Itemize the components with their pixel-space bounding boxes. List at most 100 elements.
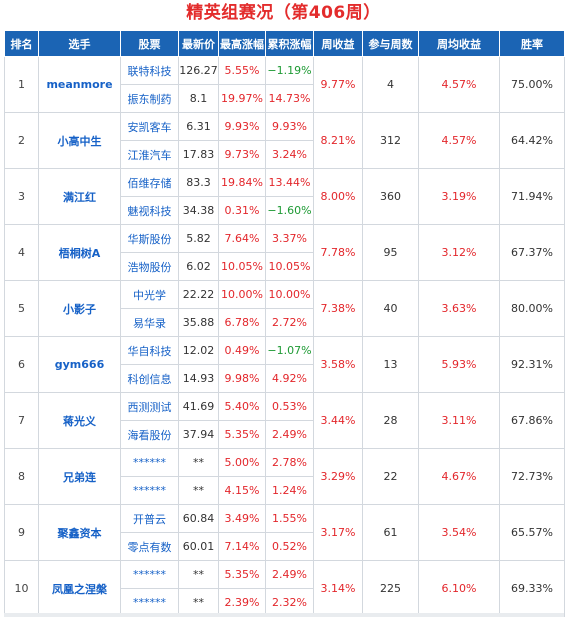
stock-link[interactable]: 联特科技 [120, 56, 179, 85]
header-avg-weekly-return: 周均收益 [418, 30, 500, 57]
table-row: 魅视科技 34.38 0.31% −1.60% [5, 196, 565, 225]
cumulative-gain-cell: 0.52% [265, 532, 314, 561]
player-link[interactable]: 凤凰之涅槃 [38, 560, 121, 617]
cumulative-gain-cell: −1.07% [265, 336, 314, 365]
table-header-row: 排名 选手 股票 最新价 最高涨幅 累积涨幅 周收益 参与周数 周均收益 胜率 [4, 30, 565, 57]
cumulative-gain-cell: 3.24% [265, 140, 314, 169]
rank-cell: 10 [4, 560, 39, 617]
header-max-gain: 最高涨幅 [218, 30, 266, 57]
table-row: 7 蒋光义 西测测试 41.69 5.40% 0.53% 3.44% 28 3.11% 67.86… [4, 392, 565, 449]
stock-link[interactable]: ****** [120, 476, 179, 505]
stock-link[interactable]: 安凯客车 [120, 112, 179, 141]
rank-cell: 1 [4, 56, 39, 113]
weeks-joined-cell: 312 [362, 112, 419, 169]
avg-weekly-return-cell: 4.57% [418, 112, 500, 169]
player-link[interactable]: 满江红 [38, 168, 121, 225]
header-price: 最新价 [178, 30, 219, 57]
rank-cell: 8 [4, 448, 39, 505]
player-link[interactable]: 小影子 [38, 280, 121, 337]
avg-weekly-return-cell: 6.10% [418, 560, 500, 617]
win-rate-cell: 67.37% [499, 224, 565, 281]
stock-link[interactable]: 浩物股份 [120, 252, 179, 281]
max-gain-cell: 0.49% [218, 336, 266, 365]
stock-link[interactable]: 江淮汽车 [120, 140, 179, 169]
stock-link[interactable]: 魅视科技 [120, 196, 179, 225]
max-gain-cell: 5.40% [218, 392, 266, 421]
player-link[interactable]: gym666 [38, 336, 121, 393]
price-cell: ** [178, 560, 219, 589]
stock-link[interactable]: 华斯股份 [120, 224, 179, 253]
table-body: 1 meanmore 联特科技 126.27 5.55% −1.19% 9.77% 4 4.57… [4, 56, 565, 617]
player-link[interactable]: meanmore [38, 56, 121, 113]
table-row: 振东制药 8.1 19.97% 14.73% [5, 84, 565, 113]
price-cell: 8.1 [178, 84, 219, 113]
price-cell: 126.27 [178, 56, 219, 85]
header-cumulative-gain: 累积涨幅 [265, 30, 314, 57]
stock-link[interactable]: ****** [120, 560, 179, 589]
table-row: 江淮汽车 17.83 9.73% 3.24% [5, 140, 565, 169]
table-row: 6 gym666 华自科技 12.02 0.49% −1.07% 3.58% 13 5.93% 9… [4, 336, 565, 393]
weekly-return-cell: 7.38% [313, 280, 363, 337]
max-gain-cell: 7.14% [218, 532, 266, 561]
price-cell: ** [178, 448, 219, 477]
win-rate-cell: 75.00% [499, 56, 565, 113]
weeks-joined-cell: 40 [362, 280, 419, 337]
win-rate-cell: 71.94% [499, 168, 565, 225]
price-cell: 12.02 [178, 336, 219, 365]
player-link[interactable]: 小高中生 [38, 112, 121, 169]
win-rate-cell: 67.86% [499, 392, 565, 449]
player-link[interactable]: 聚鑫资本 [38, 504, 121, 561]
weeks-joined-cell: 61 [362, 504, 419, 561]
table-row: ****** ** 2.39% 2.32% [5, 588, 565, 617]
max-gain-cell: 5.55% [218, 56, 266, 85]
stock-link[interactable]: 华自科技 [120, 336, 179, 365]
cumulative-gain-cell: 4.92% [265, 364, 314, 393]
avg-weekly-return-cell: 3.63% [418, 280, 500, 337]
stock-link[interactable]: 海看股份 [120, 420, 179, 449]
cumulative-gain-cell: 2.72% [265, 308, 314, 337]
price-cell: 14.93 [178, 364, 219, 393]
max-gain-cell: 3.49% [218, 504, 266, 533]
stock-link[interactable]: ****** [120, 448, 179, 477]
table-row: 4 梧桐树A 华斯股份 5.82 7.64% 3.37% 7.78% 95 3.12% 67.37… [4, 224, 565, 281]
stock-link[interactable]: 中光学 [120, 280, 179, 309]
stock-link[interactable]: 开普云 [120, 504, 179, 533]
rank-cell: 9 [4, 504, 39, 561]
page-title: 精英组赛况（第406周） [186, 3, 381, 23]
price-cell: 35.88 [178, 308, 219, 337]
table-bottom-divider [4, 613, 564, 617]
cumulative-gain-cell: 10.00% [265, 280, 314, 309]
weeks-joined-cell: 225 [362, 560, 419, 617]
win-rate-cell: 64.42% [499, 112, 565, 169]
player-link[interactable]: 兄弟连 [38, 448, 121, 505]
weekly-return-cell: 3.29% [313, 448, 363, 505]
max-gain-cell: 0.31% [218, 196, 266, 225]
price-cell: 37.94 [178, 420, 219, 449]
price-cell: 41.69 [178, 392, 219, 421]
weeks-joined-cell: 28 [362, 392, 419, 449]
player-link[interactable]: 梧桐树A [38, 224, 121, 281]
header-player: 选手 [38, 30, 121, 57]
player-link[interactable]: 蒋光义 [38, 392, 121, 449]
cumulative-gain-cell: 14.73% [265, 84, 314, 113]
stock-link[interactable]: 易华录 [120, 308, 179, 337]
stock-link[interactable]: 科创信息 [120, 364, 179, 393]
win-rate-cell: 72.73% [499, 448, 565, 505]
price-cell: ** [178, 476, 219, 505]
table-row: 科创信息 14.93 9.98% 4.92% [5, 364, 565, 393]
price-cell: 5.82 [178, 224, 219, 253]
rank-cell: 7 [4, 392, 39, 449]
weekly-return-cell: 3.14% [313, 560, 363, 617]
stock-link[interactable]: 振东制药 [120, 84, 179, 113]
stock-link[interactable]: 佰维存储 [120, 168, 179, 197]
cumulative-gain-cell: −1.60% [265, 196, 314, 225]
max-gain-cell: 10.05% [218, 252, 266, 281]
weekly-return-cell: 9.77% [313, 56, 363, 113]
max-gain-cell: 4.15% [218, 476, 266, 505]
weekly-return-cell: 8.21% [313, 112, 363, 169]
max-gain-cell: 19.97% [218, 84, 266, 113]
stock-link[interactable]: 零点有数 [120, 532, 179, 561]
price-cell: 60.01 [178, 532, 219, 561]
stock-link[interactable]: 西测测试 [120, 392, 179, 421]
header-win-rate: 胜率 [499, 30, 565, 57]
